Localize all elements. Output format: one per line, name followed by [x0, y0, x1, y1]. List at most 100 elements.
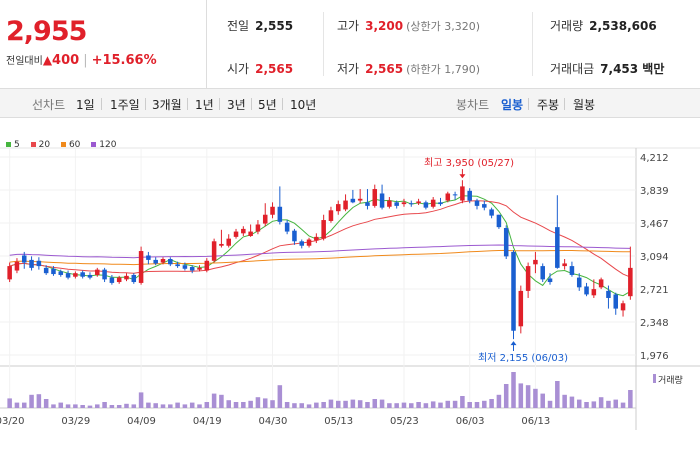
candle-body: [87, 274, 93, 278]
stat-sub: (상한가 3,320): [406, 20, 480, 33]
candle-body: [116, 277, 122, 283]
divider: [219, 98, 220, 110]
candle-body: [182, 265, 188, 269]
divider: |: [83, 53, 88, 68]
candle-body: [328, 210, 334, 221]
volume-bar: [29, 394, 34, 408]
candle-body: [306, 239, 312, 246]
volume-bar: [131, 404, 137, 408]
volume-bar: [102, 402, 107, 408]
candle-monthly[interactable]: 월봉: [573, 98, 596, 112]
volume-label: 거래량: [658, 374, 683, 386]
candle-body: [503, 228, 509, 257]
candle-body: [233, 231, 239, 237]
candle-body: [43, 267, 49, 274]
up-arrow-icon: [510, 341, 517, 346]
x-tick-label: 04/19: [193, 416, 222, 427]
divider: [323, 12, 324, 76]
candle-body: [80, 272, 85, 277]
volume-bar: [65, 404, 71, 408]
candle-body: [562, 263, 567, 267]
volume-bar: [482, 400, 487, 408]
change-percent: +15.66%: [91, 53, 157, 68]
period-5y[interactable]: 5년: [258, 98, 277, 112]
volume-bar: [51, 404, 56, 408]
candle-body: [606, 290, 611, 298]
volume-bar: [7, 398, 12, 408]
stat-label: 시가: [227, 62, 250, 76]
candle-body: [29, 259, 34, 268]
candle-body: [628, 267, 633, 297]
volume-bar: [467, 402, 472, 408]
current-price: 2,955: [6, 16, 87, 47]
volume-bar: [350, 399, 356, 408]
candle-body: [255, 224, 261, 232]
candle-body: [533, 259, 538, 265]
volume-bar: [460, 396, 465, 408]
volume-bar: [576, 399, 582, 408]
volume-bar: [489, 399, 494, 408]
stat-value: 2,565: [365, 62, 404, 76]
stat-value: 3,200: [365, 19, 404, 33]
candle-body: [474, 200, 480, 206]
candle-body: [160, 259, 166, 263]
low-annotation: 최저 2,155 (06/03): [478, 352, 568, 364]
volume-bar: [241, 402, 246, 408]
volume-bar: [620, 402, 626, 408]
candle-body: [73, 273, 78, 277]
volume-bar: [233, 402, 239, 408]
volume-bar: [292, 403, 297, 408]
volume-bar: [379, 399, 385, 408]
candle-body: [314, 236, 319, 241]
stats-panel: 전일 2,555 시가 2,565 고가 3,200 (상한가 3,320) 저가 2,5…: [207, 0, 700, 88]
candle-body: [189, 266, 195, 271]
period-3m[interactable]: 3개월: [152, 98, 182, 112]
volume-bar: [87, 405, 93, 408]
candle-body: [613, 294, 619, 309]
divider: [145, 98, 146, 110]
ma-line-20: [9, 200, 631, 278]
change-label: 전일대비: [6, 56, 43, 67]
x-tick-label: 05/13: [324, 416, 353, 427]
candle-body: [58, 271, 64, 275]
volume-bars: [7, 372, 633, 408]
legend-swatch: [91, 142, 97, 147]
candle-body: [409, 203, 414, 205]
volume-bar: [197, 404, 202, 408]
candle-body: [569, 266, 575, 275]
legend-swatch: [30, 142, 36, 147]
period-1y[interactable]: 1년: [195, 98, 214, 112]
legend-item-ma60: 60: [60, 140, 80, 150]
volume-bar: [401, 402, 407, 408]
candle-body: [131, 274, 137, 283]
candle-body: [423, 202, 429, 208]
candle-body: [277, 206, 283, 222]
candle-body: [36, 260, 42, 267]
period-10y[interactable]: 10년: [290, 98, 317, 112]
candle-body: [51, 268, 56, 275]
candle-body: [430, 199, 436, 207]
legend-swatch: [60, 142, 66, 147]
candle-daily[interactable]: 일봉: [501, 98, 524, 112]
stat-high: 고가 3,200 (상한가 3,320): [337, 17, 480, 34]
volume-bar: [262, 398, 268, 408]
legend-item-ma5: 5: [6, 140, 20, 150]
candle-body: [299, 241, 305, 246]
stat-label: 저가: [337, 62, 360, 76]
period-1d[interactable]: 1일: [76, 98, 95, 112]
candle-weekly[interactable]: 주봉: [537, 98, 560, 112]
y-tick-label: 2,721: [640, 285, 669, 296]
period-3y[interactable]: 3년: [227, 98, 246, 112]
axes: 4,212 3,839 3,467 3,094 2,721 2,348 1,976 03/20…: [0, 153, 683, 427]
period-1w[interactable]: 1주일: [110, 98, 140, 112]
candle-body: [547, 278, 553, 283]
candle-body: [321, 220, 326, 239]
stat-value: 2,555: [255, 19, 294, 33]
stat-label: 고가: [337, 19, 360, 33]
x-tick-label: 06/03: [456, 416, 485, 427]
candle-body: [168, 259, 173, 265]
volume-bar: [211, 393, 217, 408]
volume-bar: [591, 401, 597, 408]
